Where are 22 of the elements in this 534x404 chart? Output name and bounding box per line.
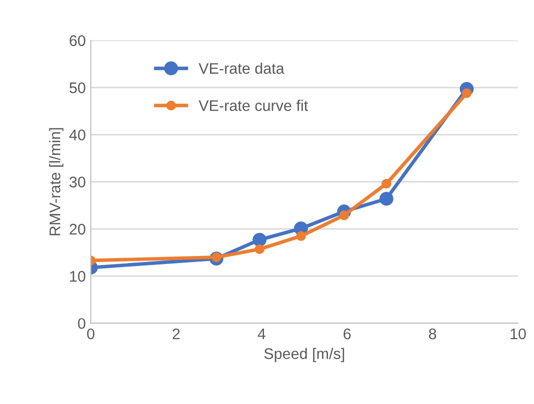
x-tick-label: 8 <box>428 328 436 340</box>
legend-label: VE-rate curve fit <box>198 100 308 112</box>
y-tick-label: 0 <box>78 318 86 329</box>
x-tick-label: 0 <box>87 328 94 340</box>
point <box>379 192 394 206</box>
point <box>254 244 264 254</box>
y-tick-label: 40 <box>69 130 86 140</box>
y-tick-label: 60 <box>70 35 86 46</box>
x-axis-title: Speed [m/s] <box>264 348 344 362</box>
legend-label: VE-rate data <box>198 62 284 74</box>
y-tick-label: 30 <box>70 176 86 188</box>
y-tick-label: 20 <box>70 224 86 235</box>
y-tick-label: 50 <box>70 82 86 94</box>
x-tick-label: 6 <box>344 328 351 340</box>
point <box>382 178 392 189</box>
x-tick-label: 10 <box>510 328 526 340</box>
y-tick-label: 10 <box>70 270 86 282</box>
point <box>252 232 266 247</box>
y-axis-title: RMV-rate [l/min] <box>49 128 64 236</box>
x-tick-label: 2 <box>172 328 180 340</box>
x-tick-label: 4 <box>258 328 266 340</box>
point <box>296 231 306 241</box>
